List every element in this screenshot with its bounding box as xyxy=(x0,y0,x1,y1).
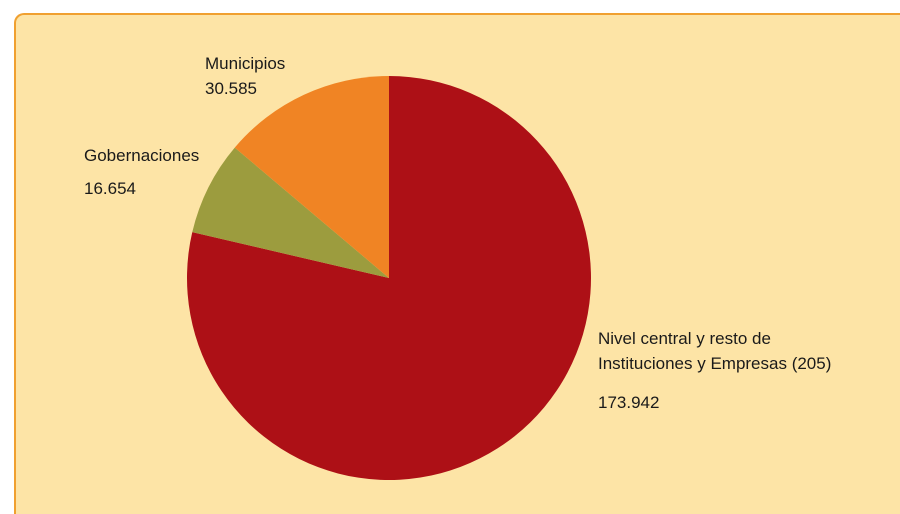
slice-label-nivel-central: Nivel central y resto de Instituciones y… xyxy=(598,326,831,415)
slice-label-gobernaciones-line1: Gobernaciones xyxy=(84,146,200,165)
slice-value-municipios: 30.585 xyxy=(205,79,257,98)
slice-value-gobernaciones: 16.654 xyxy=(84,179,136,198)
slice-label-nivel-central-line2: Instituciones y Empresas (205) xyxy=(598,354,832,373)
slice-value-nivel-central: 173.942 xyxy=(598,393,660,412)
slice-nivel-central xyxy=(187,76,591,480)
slice-municipios xyxy=(234,76,389,278)
slice-gobernaciones xyxy=(192,147,389,278)
slice-label-gobernaciones: Gobernaciones 16.654 xyxy=(84,143,199,201)
slice-label-municipios: Municipios 30.585 xyxy=(205,51,285,101)
slice-label-municipios-line1: Municipios xyxy=(205,54,286,73)
slice-label-nivel-central-line1: Nivel central y resto de xyxy=(598,329,771,348)
